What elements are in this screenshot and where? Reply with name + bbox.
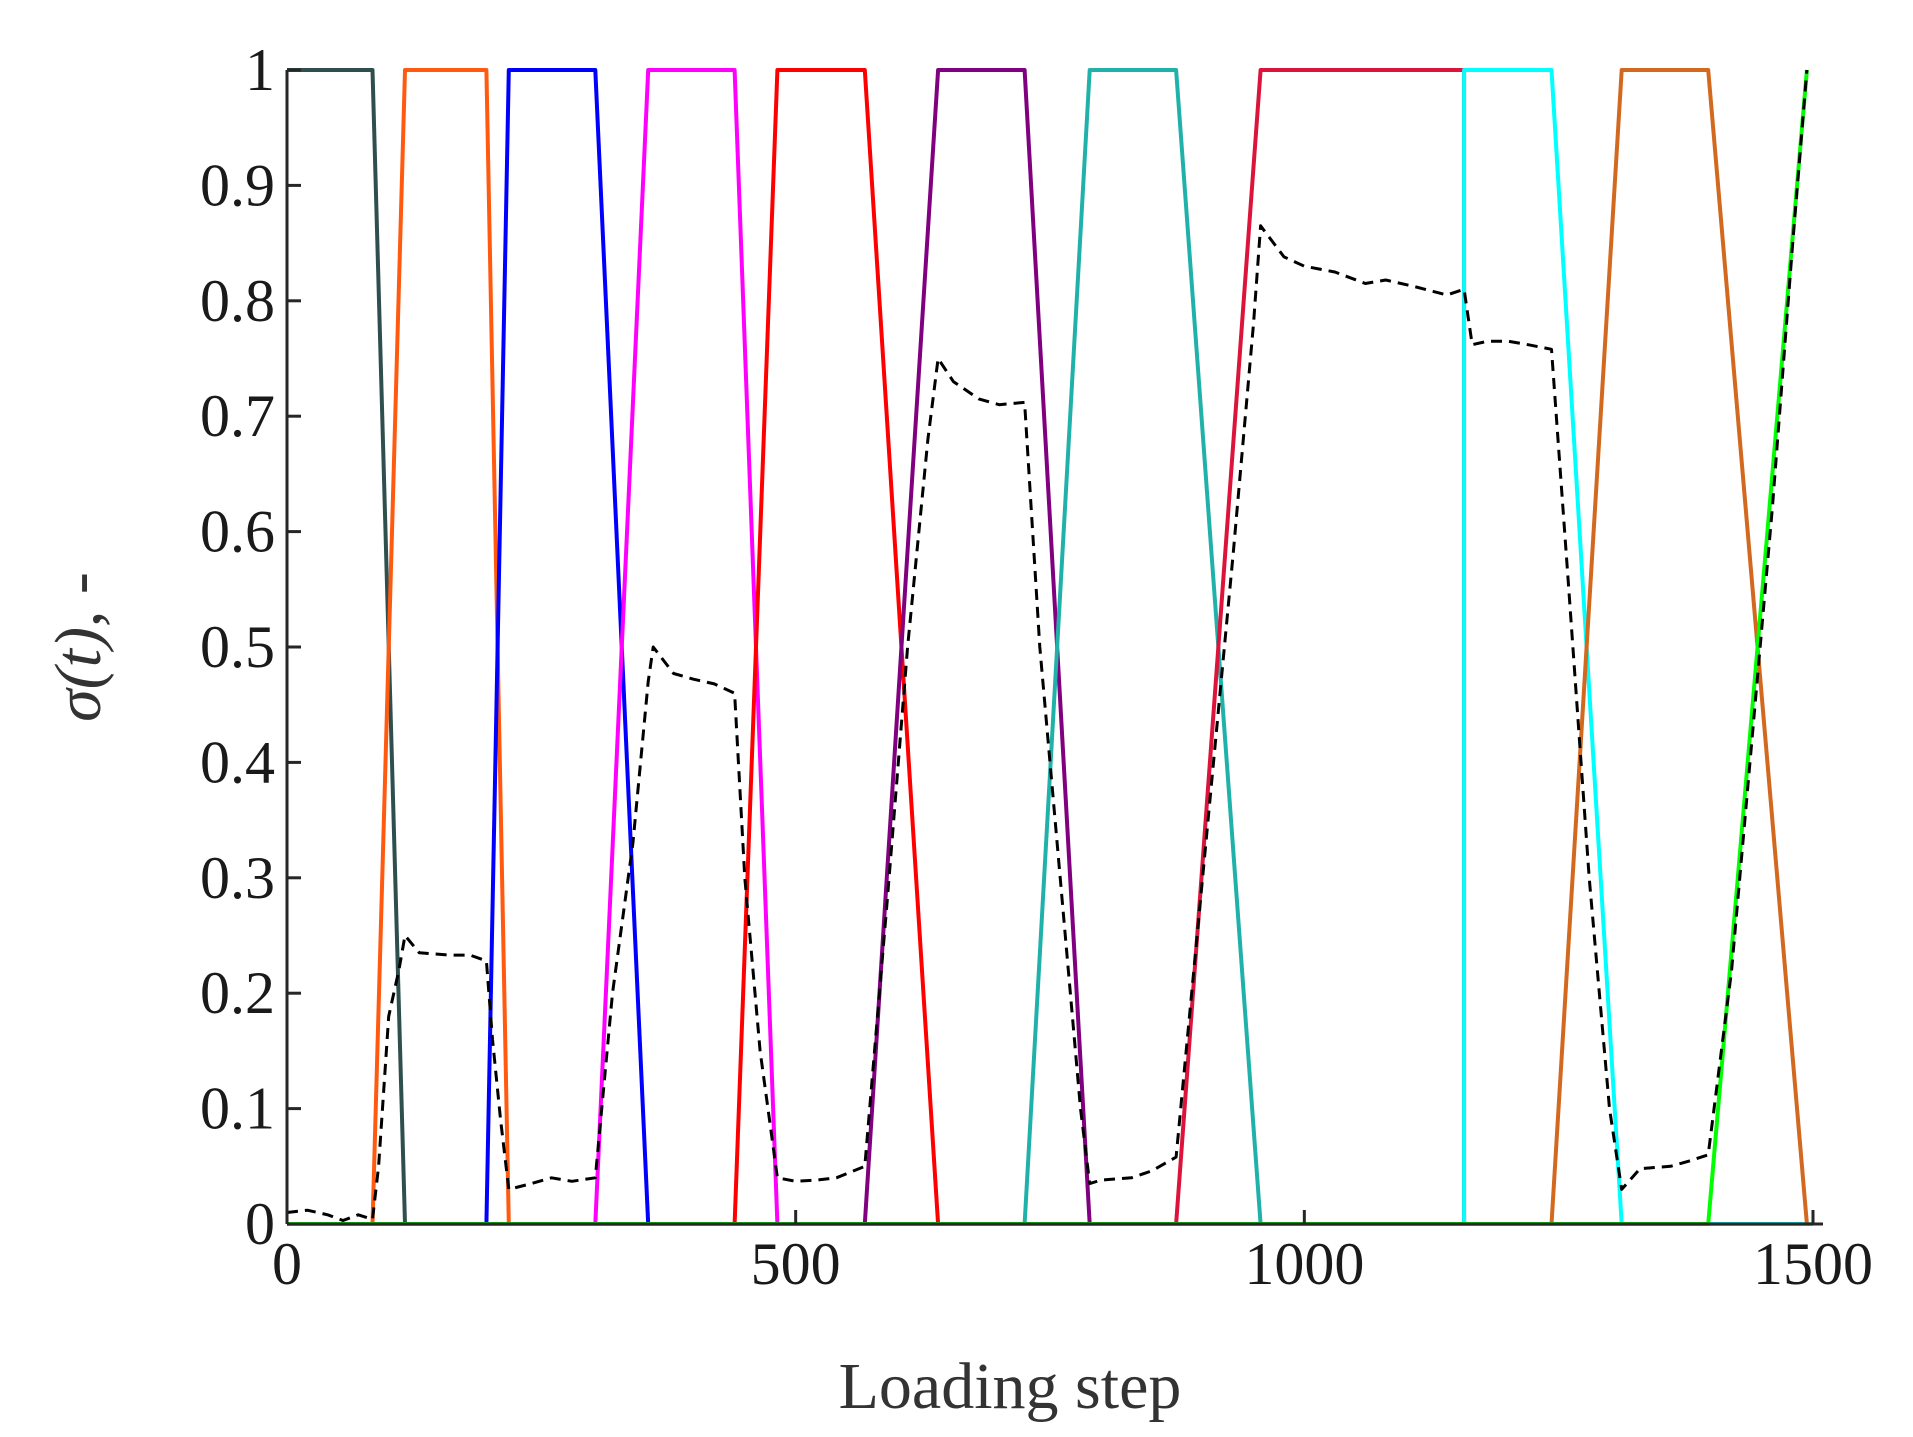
y-tick-label: 0.6 <box>200 499 275 565</box>
y-tick-label: 0.1 <box>200 1076 275 1142</box>
x-tick-label: 1000 <box>1244 1231 1364 1297</box>
y-ticks: 0 0.1 0.2 0.3 0.4 0.5 0.6 0.7 0.8 0.9 1 <box>200 37 301 1257</box>
y-axis-label-symbol: σ(t) <box>42 627 115 722</box>
series-line-2 <box>287 68 1813 1226</box>
x-tick-label: 500 <box>751 1231 841 1297</box>
series-line-8 <box>287 68 1813 1226</box>
y-axis-label-unit: , - <box>42 572 115 627</box>
x-tick-label: 1500 <box>1753 1231 1873 1297</box>
series-line-1 <box>287 68 1813 1226</box>
series-line-10 <box>287 68 1809 1226</box>
y-tick-label: 0.8 <box>200 268 275 334</box>
x-axis-label: Loading step <box>839 1350 1182 1423</box>
series-line-5 <box>287 68 1813 1226</box>
series-line-3 <box>287 68 1813 1226</box>
y-tick-label: 0 <box>245 1191 275 1257</box>
series-line-11 <box>287 69 1809 1226</box>
series-line-7 <box>287 68 1813 1226</box>
x-ticks: 0 500 1000 1500 <box>272 1210 1873 1297</box>
series-line-9 <box>287 68 1813 1226</box>
plot-area <box>286 68 1813 1226</box>
axes <box>285 70 1823 1226</box>
y-tick-label: 0.7 <box>200 383 275 449</box>
series-line-4 <box>287 68 1813 1226</box>
y-tick-label: 0.5 <box>200 614 275 680</box>
series-line-12 <box>286 69 1809 1222</box>
y-tick-label: 0.4 <box>200 729 275 795</box>
x-tick-label: 0 <box>272 1231 302 1297</box>
y-tick-label: 0.9 <box>200 152 275 218</box>
y-tick-label: 1 <box>245 37 275 103</box>
y-tick-label: 0.3 <box>200 845 275 911</box>
series-line-6 <box>287 68 1813 1226</box>
y-axis-label: σ(t), - <box>42 572 115 722</box>
y-tick-label: 0.2 <box>200 960 275 1026</box>
